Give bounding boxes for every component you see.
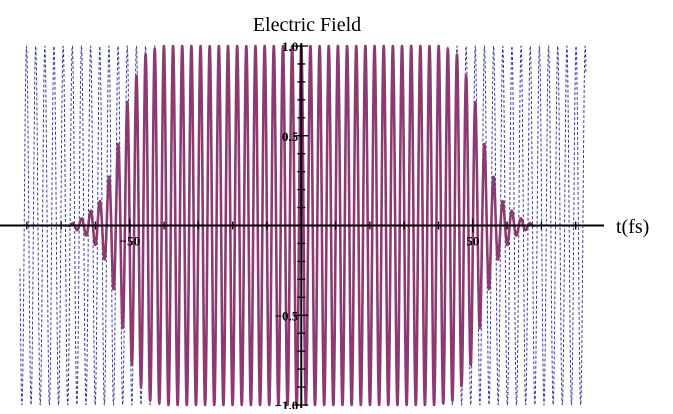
x-axis-label: t(fs)	[616, 216, 649, 238]
y-tick-label: 1.0	[282, 39, 298, 54]
y-tick-label: −1.0	[275, 398, 299, 409]
y-tick-label: 0.5	[282, 129, 299, 144]
axes-layer: −50 50 1.0 0.5 −0.5 −1.0	[0, 39, 604, 413]
x-tick-label: 50	[466, 234, 479, 249]
y-tick-label: −0.5	[275, 308, 299, 323]
x-tick-label: −50	[120, 234, 140, 249]
chart-title: Electric Field	[253, 14, 361, 36]
series-carrier-line	[19, 45, 587, 406]
